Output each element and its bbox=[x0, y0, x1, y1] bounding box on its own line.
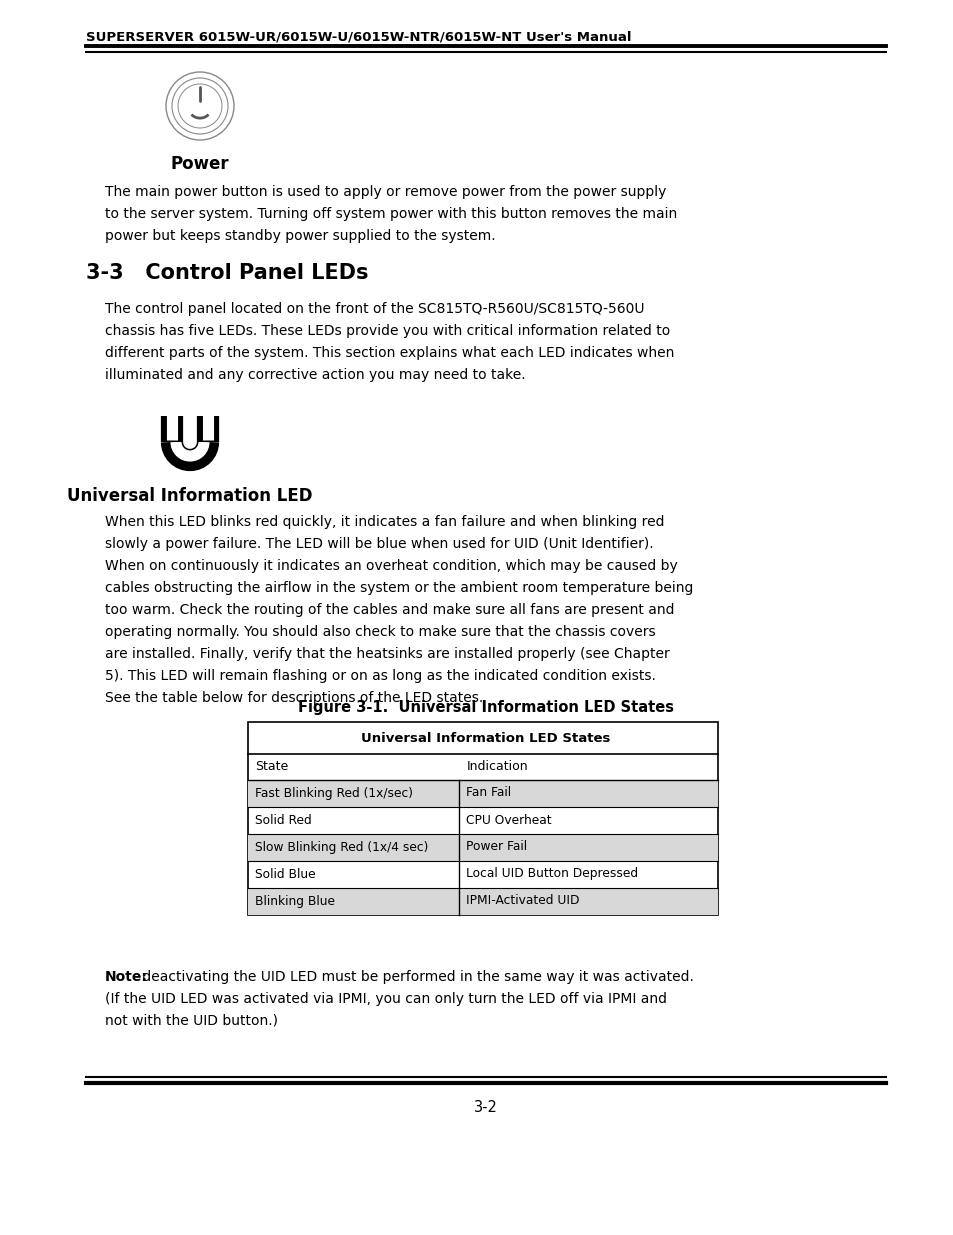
Text: The main power button is used to apply or remove power from the power supply: The main power button is used to apply o… bbox=[105, 185, 666, 199]
Text: power but keeps standby power supplied to the system.: power but keeps standby power supplied t… bbox=[105, 228, 496, 243]
Text: (If the UID LED was activated via IPMI, you can only turn the LED off via IPMI a: (If the UID LED was activated via IPMI, … bbox=[105, 992, 666, 1007]
Text: Indication: Indication bbox=[466, 761, 528, 773]
Text: 3-2: 3-2 bbox=[474, 1100, 497, 1115]
Text: Power: Power bbox=[171, 156, 229, 173]
Text: 3-3   Control Panel LEDs: 3-3 Control Panel LEDs bbox=[86, 263, 368, 283]
Text: not with the UID button.): not with the UID button.) bbox=[105, 1014, 277, 1028]
Text: Note:: Note: bbox=[105, 969, 148, 984]
Text: Figure 3-1.  Universal Information LED States: Figure 3-1. Universal Information LED St… bbox=[297, 700, 673, 715]
Text: CPU Overheat: CPU Overheat bbox=[466, 814, 552, 826]
Text: SUPERSERVER 6015W-UR/6015W-U/6015W-NTR/6015W-NT User's Manual: SUPERSERVER 6015W-UR/6015W-U/6015W-NTR/6… bbox=[86, 30, 631, 43]
Text: different parts of the system. This section explains what each LED indicates whe: different parts of the system. This sect… bbox=[105, 346, 674, 359]
Text: When this LED blinks red quickly, it indicates a fan failure and when blinking r: When this LED blinks red quickly, it ind… bbox=[105, 515, 664, 529]
Text: State: State bbox=[254, 761, 288, 773]
Text: The control panel located on the front of the SC815TQ-R560U/SC815TQ-560U: The control panel located on the front o… bbox=[105, 303, 644, 316]
Text: IPMI-Activated UID: IPMI-Activated UID bbox=[466, 894, 579, 908]
Text: When on continuously it indicates an overheat condition, which may be caused by: When on continuously it indicates an ove… bbox=[105, 559, 677, 573]
Text: deactivating the UID LED must be performed in the same way it was activated.: deactivating the UID LED must be perform… bbox=[138, 969, 693, 984]
Text: See the table below for descriptions of the LED states.: See the table below for descriptions of … bbox=[105, 692, 483, 705]
Text: illuminated and any corrective action you may need to take.: illuminated and any corrective action yo… bbox=[105, 368, 525, 382]
Text: Blinking Blue: Blinking Blue bbox=[254, 894, 335, 908]
Text: Local UID Button Depressed: Local UID Button Depressed bbox=[466, 867, 638, 881]
Text: Power Fail: Power Fail bbox=[466, 841, 527, 853]
Bar bbox=[248, 834, 718, 861]
Text: to the server system. Turning off system power with this button removes the main: to the server system. Turning off system… bbox=[105, 207, 677, 221]
Text: Universal Information LED States: Universal Information LED States bbox=[361, 731, 610, 745]
Text: too warm. Check the routing of the cables and make sure all fans are present and: too warm. Check the routing of the cable… bbox=[105, 603, 674, 618]
Text: Fan Fail: Fan Fail bbox=[466, 787, 511, 799]
Text: Slow Blinking Red (1x/4 sec): Slow Blinking Red (1x/4 sec) bbox=[254, 841, 428, 853]
Text: Solid Blue: Solid Blue bbox=[254, 867, 315, 881]
Text: 5). This LED will remain flashing or on as long as the indicated condition exist: 5). This LED will remain flashing or on … bbox=[105, 669, 656, 683]
Text: chassis has five LEDs. These LEDs provide you with critical information related : chassis has five LEDs. These LEDs provid… bbox=[105, 324, 670, 338]
Text: Fast Blinking Red (1x/sec): Fast Blinking Red (1x/sec) bbox=[254, 787, 413, 799]
Bar bbox=[248, 888, 718, 915]
Bar bbox=[248, 781, 718, 806]
Text: Solid Red: Solid Red bbox=[254, 814, 312, 826]
Text: operating normally. You should also check to make sure that the chassis covers: operating normally. You should also chec… bbox=[105, 625, 655, 638]
Text: Universal Information LED: Universal Information LED bbox=[67, 487, 313, 505]
Text: slowly a power failure. The LED will be blue when used for UID (Unit Identifier): slowly a power failure. The LED will be … bbox=[105, 537, 653, 551]
Bar bbox=[248, 722, 718, 915]
Text: are installed. Finally, verify that the heatsinks are installed properly (see Ch: are installed. Finally, verify that the … bbox=[105, 647, 669, 661]
Text: cables obstructing the airflow in the system or the ambient room temperature bei: cables obstructing the airflow in the sy… bbox=[105, 580, 693, 595]
